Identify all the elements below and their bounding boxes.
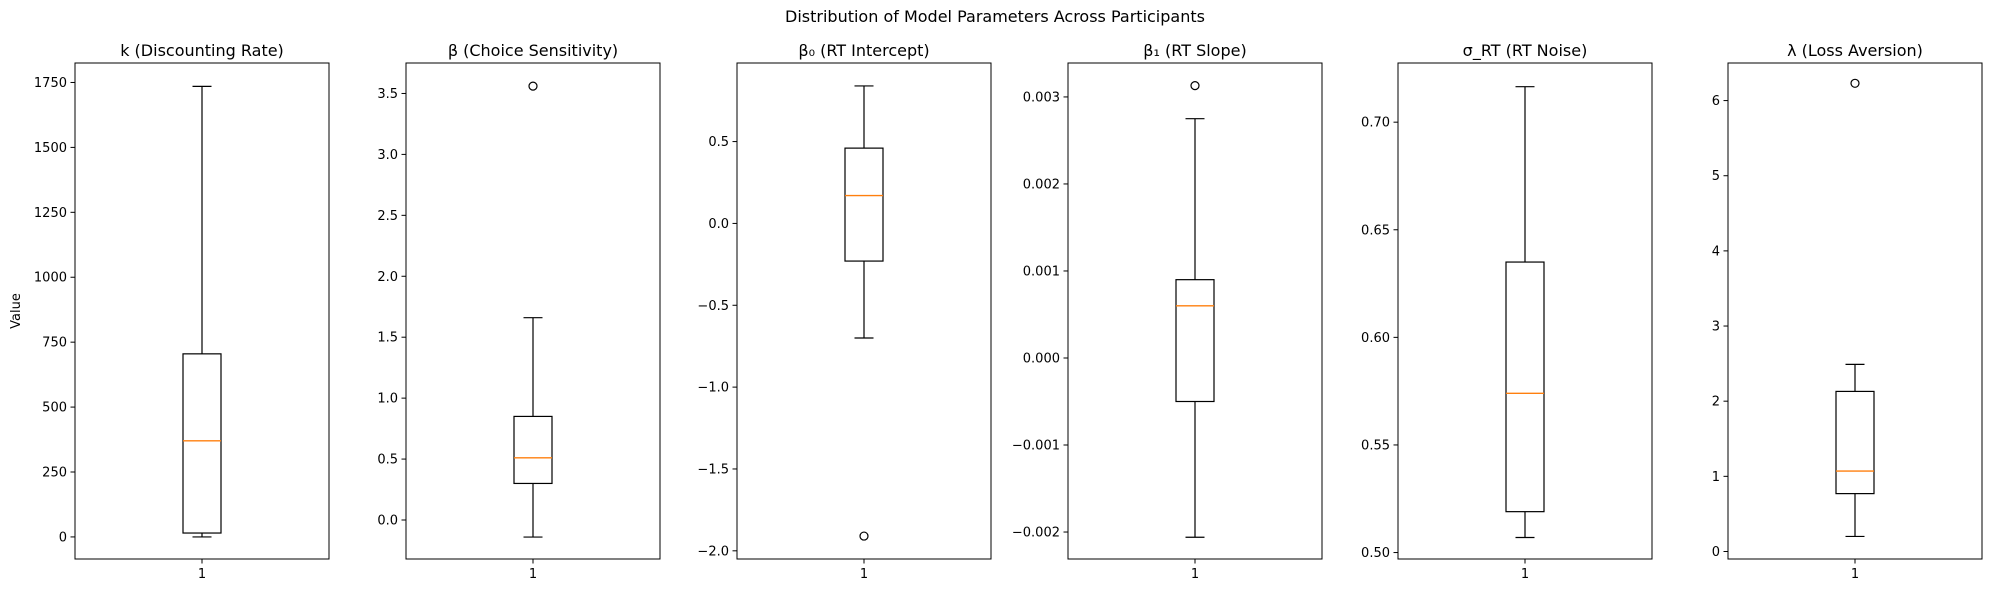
y-tick-label: 0.50 [1361, 546, 1390, 561]
subplot-title: β (Choice Sensitivity) [448, 41, 618, 60]
y-tick-label: 0.5 [708, 135, 729, 150]
subplot-title: k (Discounting Rate) [120, 41, 284, 60]
box-element [182, 85, 222, 538]
y-tick-label: 0.000 [1023, 351, 1060, 366]
shared-y-axis-label: Value [9, 293, 24, 329]
y-tick-label: 250 [42, 466, 67, 481]
box-element [1175, 81, 1215, 538]
y-tick-label: −0.5 [697, 299, 729, 314]
figure-title: Distribution of Model Parameters Across … [785, 7, 1205, 26]
y-tick-label: 0.65 [1361, 223, 1390, 238]
x-tick-label: 1 [198, 567, 206, 582]
box-element [1505, 86, 1545, 539]
iqr-box [513, 415, 553, 485]
y-tick-label: 1000 [34, 271, 67, 286]
box-element [513, 81, 553, 538]
x-tick-label: 1 [529, 567, 537, 582]
y-tick-label: 0.60 [1361, 331, 1390, 346]
y-tick-label: 0.003 [1023, 90, 1060, 105]
outlier-point [1850, 78, 1860, 88]
y-tick-label: −2.0 [697, 544, 729, 559]
outlier-point [528, 81, 538, 91]
y-tick-label: 1500 [34, 141, 67, 156]
y-tick-label: 0.0 [377, 514, 398, 529]
y-tick-label: 500 [42, 401, 67, 416]
subplot-4: β₁ (RT Slope) −0.002 −0.001 0.000 0.001 0.002… [1012, 41, 1323, 582]
y-tick-label: 0 [59, 530, 67, 545]
iqr-box [1505, 261, 1545, 513]
y-tick-label: 3.5 [377, 87, 398, 102]
outlier-point [1190, 81, 1200, 91]
axes-frame [1397, 62, 1653, 560]
y-tick-label: 1250 [34, 206, 67, 221]
axes-frame [405, 62, 661, 560]
subplot-title: β₀ (RT Intercept) [798, 41, 929, 60]
y-tick-label: 2.0 [377, 270, 398, 285]
subplot-6: λ (Loss Aversion) 0 1 2 3 4 5 6 1 [1712, 41, 1983, 582]
y-tick-label: −1.0 [697, 381, 729, 396]
y-tick-label: 2 [1712, 395, 1720, 410]
axes-frame [1067, 62, 1323, 560]
box-element [1835, 78, 1875, 538]
outlier-point [859, 531, 869, 541]
iqr-box [844, 147, 884, 262]
y-tick-label: −0.002 [1012, 526, 1060, 541]
y-tick-label: 5 [1712, 169, 1720, 184]
iqr-box [1835, 390, 1875, 495]
y-tick-label: 3 [1712, 320, 1720, 335]
x-tick-label: 1 [1851, 567, 1859, 582]
y-tick-label: 1750 [34, 76, 67, 91]
subplot-title: λ (Loss Aversion) [1787, 41, 1923, 60]
subplot-1: k (Discounting Rate) 0 250 500 750 1000 1250 15… [34, 41, 330, 582]
y-tick-label: −0.001 [1012, 439, 1060, 454]
subplot-title: β₁ (RT Slope) [1143, 41, 1246, 60]
y-tick-label: 6 [1712, 94, 1720, 109]
y-tick-label: 0.0 [708, 217, 729, 232]
x-tick-label: 1 [860, 567, 868, 582]
x-tick-label: 1 [1521, 567, 1529, 582]
subplot-title: σ_RT (RT Noise) [1463, 41, 1588, 61]
y-tick-label: 2.5 [377, 209, 398, 224]
y-tick-label: −1.5 [697, 462, 729, 477]
y-tick-label: 1 [1712, 470, 1720, 485]
subplot-3: β₀ (RT Intercept) −2.0 −1.5 −1.0 −0.5 0.0 0.5 1 [697, 41, 992, 582]
y-tick-label: 750 [42, 336, 67, 351]
y-tick-label: 1.0 [377, 392, 398, 407]
axes-frame [1727, 62, 1983, 560]
box-element [844, 85, 884, 541]
y-tick-label: 0.001 [1023, 264, 1060, 279]
iqr-box [1175, 279, 1215, 403]
y-tick-label: 0 [1712, 545, 1720, 560]
subplot-5: σ_RT (RT Noise) 0.50 0.55 0.60 0.65 0.70 1 [1361, 41, 1653, 582]
y-tick-label: 0.70 [1361, 116, 1390, 131]
y-tick-label: 4 [1712, 244, 1720, 259]
y-tick-label: 3.0 [377, 148, 398, 163]
subplot-2: β (Choice Sensitivity) 0.0 0.5 1.0 1.5 2.0 2.5… [377, 41, 661, 582]
x-tick-label: 1 [1191, 567, 1199, 582]
y-tick-label: 0.5 [377, 453, 398, 468]
iqr-box [182, 353, 222, 534]
subplot-panels: k (Discounting Rate)02505007501000125015… [34, 41, 1983, 582]
y-tick-label: 0.002 [1023, 177, 1060, 192]
y-tick-label: 0.55 [1361, 438, 1390, 453]
axes-frame [74, 62, 330, 560]
y-tick-label: 1.5 [377, 331, 398, 346]
axes-frame [736, 62, 992, 560]
